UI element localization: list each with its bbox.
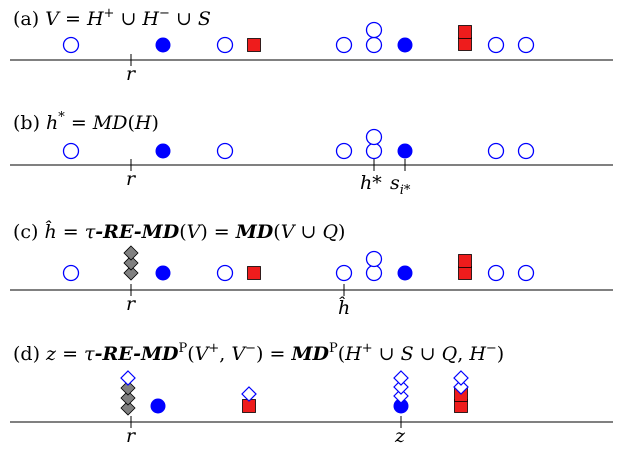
- panel-c: (c) ĥ = τ-RE-MD(V) = MD(V ∪ Q) r ĥ: [10, 220, 613, 319]
- filled-circle-point: [397, 37, 413, 53]
- open-circle-point: [365, 21, 383, 39]
- filled-circle-point: [155, 143, 171, 159]
- filled-circle-point: [155, 265, 171, 281]
- filled-circle-point: [150, 398, 166, 414]
- open-circle-point: [487, 264, 505, 282]
- panel-a-caption: (a) V = H+ ∪ H− ∪ S: [13, 6, 211, 30]
- open-circle-point: [62, 142, 80, 160]
- open-circle-point: [365, 128, 383, 146]
- red-square-point: [247, 38, 261, 52]
- open-diamond-point: [453, 370, 469, 386]
- panel-b-caption: (b) h* = MD(H): [13, 110, 159, 134]
- panel-a: (a) V = H+ ∪ H− ∪ S r: [10, 6, 613, 85]
- open-circle-point: [365, 36, 383, 54]
- red-square-point: [458, 25, 472, 39]
- open-circle-point: [517, 264, 535, 282]
- open-circle-point: [335, 264, 353, 282]
- red-square-point: [458, 37, 472, 51]
- open-circle-point: [335, 36, 353, 54]
- open-circle-point: [365, 264, 383, 282]
- open-diamond-point: [393, 370, 409, 386]
- gray-diamond-point: [123, 245, 139, 261]
- panel-c-points: [62, 245, 535, 282]
- panel-b-label-h-star: h*: [360, 172, 382, 194]
- panel-d-label-r: r: [126, 425, 137, 447]
- red-square-point: [247, 266, 261, 280]
- open-circle-point: [216, 264, 234, 282]
- open-circle-point: [216, 142, 234, 160]
- panel-d-label-z: z: [394, 425, 406, 447]
- panel-b-label-s-i-star: si*: [390, 172, 411, 198]
- red-square-point: [458, 254, 472, 268]
- filled-circle-point: [397, 143, 413, 159]
- open-circle-point: [216, 36, 234, 54]
- panel-b: (b) h* = MD(H) r h* si*: [10, 110, 613, 198]
- filled-circle-point: [155, 37, 171, 53]
- open-circle-point: [335, 142, 353, 160]
- panel-c-caption: (c) ĥ = τ-RE-MD(V) = MD(V ∪ Q): [13, 220, 345, 243]
- panel-c-label-h-hat: ĥ: [338, 296, 350, 319]
- open-diamond-point: [120, 370, 136, 386]
- open-circle-point: [517, 36, 535, 54]
- panel-b-label-r: r: [126, 168, 137, 190]
- open-circle-point: [487, 36, 505, 54]
- panel-a-label-r: r: [126, 63, 137, 85]
- open-circle-point: [487, 142, 505, 160]
- open-circle-point: [62, 264, 80, 282]
- open-diamond-point: [241, 386, 257, 402]
- panel-d: (d) z = τ-RE-MDP(V+, V−) = MDP(H+ ∪ S ∪ …: [10, 341, 613, 447]
- red-square-point: [458, 266, 472, 280]
- panel-d-caption: (d) z = τ-RE-MDP(V+, V−) = MDP(H+ ∪ S ∪ …: [13, 341, 504, 365]
- panel-c-label-r: r: [126, 293, 137, 315]
- panel-d-points: [120, 370, 469, 416]
- open-circle-point: [365, 250, 383, 268]
- open-circle-point: [62, 36, 80, 54]
- filled-circle-point: [397, 265, 413, 281]
- open-circle-point: [517, 142, 535, 160]
- open-circle-point: [365, 142, 383, 160]
